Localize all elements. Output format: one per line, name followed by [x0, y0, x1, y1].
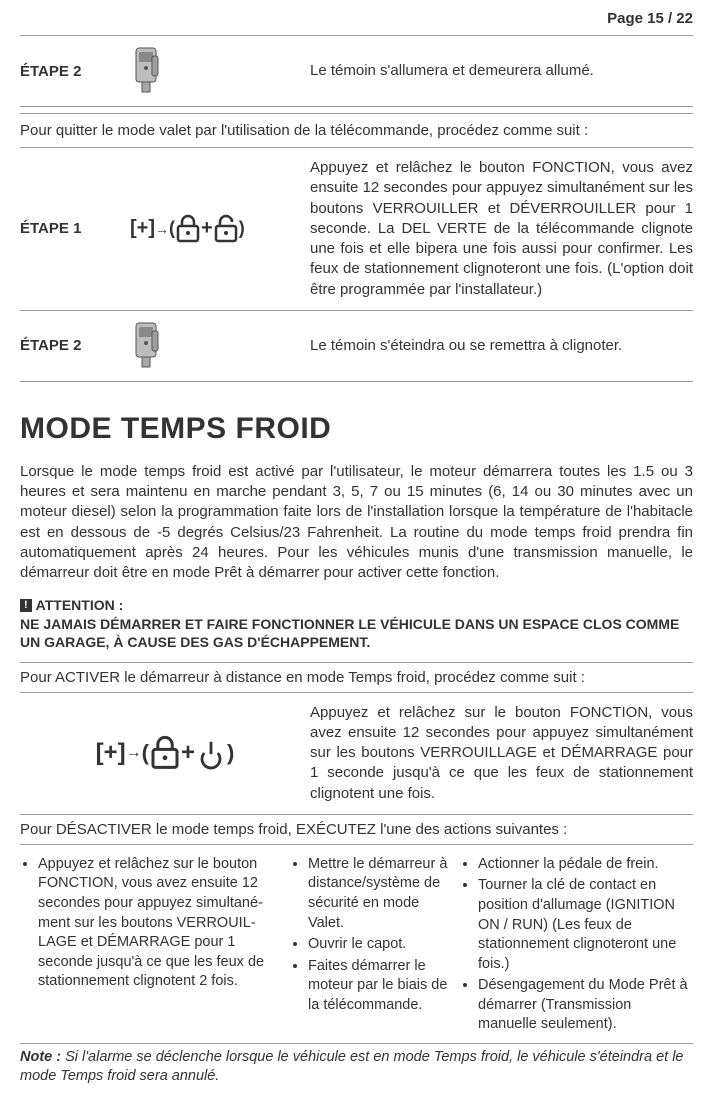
attention-badge-icon: !: [20, 599, 32, 612]
list-item: Désengagement du Mode Prêt à démarrer (T…: [478, 976, 693, 1035]
deactivate-intro: Pour DÉSACTIVER le mode temps froid, EXÉ…: [20, 815, 693, 844]
deactivate-col-3: Actionner la pédale de frein. Tourner la…: [460, 855, 693, 1037]
button-sequence-icon: [+] → ( + ): [130, 214, 310, 244]
list-item: Faites démarrer le moteur par le biais d…: [308, 957, 448, 1016]
remote-icon: [130, 321, 310, 371]
deactivate-options: Appuyez et relâchez sur le bouton FONCTI…: [20, 845, 693, 1043]
activate-desc: Appuyez et relâchez sur le bouton FONCTI…: [310, 703, 693, 804]
step-desc: Appuyez et relâchez le bouton FONCTION, …: [310, 158, 693, 300]
list-item: Appuyez et relâchez sur le bouton FONCTI…: [38, 855, 278, 992]
button-sequence-icon: [+] → ( + ): [20, 735, 310, 771]
remote-icon: [130, 46, 310, 96]
note-body: Si l'alarme se déclenche lorsque le véhi…: [20, 1049, 684, 1084]
activate-row: [+] → ( + ) Appuyez et relâchez sur le b…: [20, 693, 693, 814]
step-label: ÉTAPE 1: [20, 220, 130, 237]
step-row-top-2: ÉTAPE 2 Le témoin s'allumera et demeurer…: [20, 36, 693, 106]
deactivate-col-1: Appuyez et relâchez sur le bouton FONCTI…: [20, 855, 290, 1037]
step-desc: Le témoin s'éteindra ou se remettra à cl…: [310, 336, 693, 356]
exit-step-1: ÉTAPE 1 [+] → ( + ) Appuyez et relâchez …: [20, 148, 693, 310]
page-root: Page 15 / 22 ÉTAPE 2 Le témoin s'allumer…: [0, 0, 713, 1106]
activate-intro: Pour ACTIVER le démarreur à distance en …: [20, 663, 693, 692]
attention-label-text: ATTENTION :: [36, 597, 124, 613]
note-label: Note :: [20, 1049, 61, 1065]
section-heading: MODE TEMPS FROID: [20, 412, 693, 446]
attention-header: ! ATTENTION :: [20, 597, 693, 613]
step-label: ÉTAPE 2: [20, 63, 130, 80]
step-label: ÉTAPE 2: [20, 337, 130, 354]
divider: [20, 381, 693, 382]
cold-weather-paragraph: Lorsque le mode temps froid est activé p…: [20, 462, 693, 584]
exit-intro: Pour quitter le mode valet par l'utilisa…: [20, 114, 693, 147]
exit-step-2: ÉTAPE 2 Le témoin s'éteindra ou se remet…: [20, 311, 693, 381]
page-indicator: Page 15 / 22: [20, 0, 693, 35]
deactivate-col-2: Mettre le démarreur à distance/système d…: [290, 855, 460, 1037]
attention-body: NE JAMAIS DÉMARRER ET FAIRE FONCTIONNER …: [20, 615, 693, 651]
note: Note : Si l'alarme se déclenche lorsque …: [20, 1044, 693, 1086]
list-item: Actionner la pédale de frein.: [478, 855, 693, 875]
list-item: Mettre le démarreur à distance/système d…: [308, 855, 448, 933]
list-item: Ouvrir le capot.: [308, 935, 448, 955]
step-desc: Le témoin s'allumera et demeurera allumé…: [310, 61, 693, 81]
list-item: Tourner la clé de contact en position d'…: [478, 876, 693, 974]
